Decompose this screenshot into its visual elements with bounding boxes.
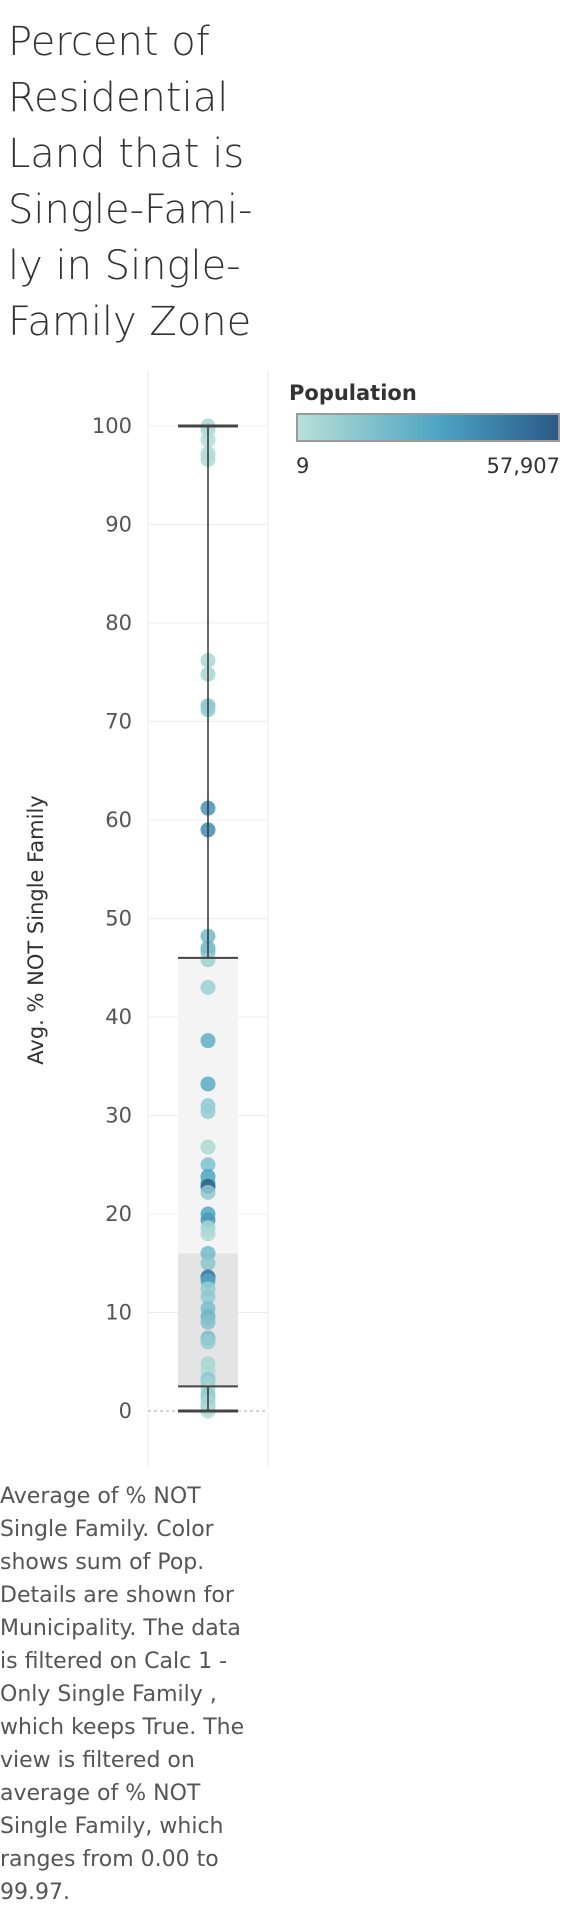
y-tick-label: 80 bbox=[105, 611, 132, 635]
data-point[interactable] bbox=[200, 979, 216, 995]
data-point[interactable] bbox=[200, 1184, 216, 1200]
legend-title: Population bbox=[289, 381, 417, 405]
chart-title: Percent of Residential Land that is Sing… bbox=[8, 19, 253, 345]
legend-color-ramp[interactable] bbox=[296, 413, 560, 442]
data-point[interactable] bbox=[200, 1226, 216, 1242]
data-point[interactable] bbox=[200, 1076, 216, 1092]
data-point[interactable] bbox=[200, 1255, 216, 1271]
chart-caption: Average of % NOT Single Family. Color sh… bbox=[0, 1484, 245, 1905]
y-tick-label: 0 bbox=[119, 1399, 132, 1423]
y-tick-label: 40 bbox=[105, 1005, 132, 1029]
data-point[interactable] bbox=[200, 1033, 216, 1049]
y-tick-label: 30 bbox=[105, 1104, 132, 1128]
y-tick-label: 50 bbox=[105, 907, 132, 931]
data-point[interactable] bbox=[200, 1314, 216, 1330]
y-tick-label: 20 bbox=[105, 1202, 132, 1226]
data-point[interactable] bbox=[200, 1104, 216, 1120]
data-point[interactable] bbox=[200, 1334, 216, 1350]
y-tick-label: 70 bbox=[105, 710, 132, 734]
y-tick-label: 60 bbox=[105, 808, 132, 832]
data-point[interactable] bbox=[200, 1289, 216, 1305]
legend-min-label: 9 bbox=[296, 454, 310, 478]
y-tick-label: 10 bbox=[105, 1301, 132, 1325]
data-point[interactable] bbox=[200, 1157, 216, 1173]
y-tick-label: 90 bbox=[105, 513, 132, 537]
y-tick-label: 100 bbox=[92, 414, 132, 438]
data-point[interactable] bbox=[200, 952, 216, 968]
data-point[interactable] bbox=[200, 1139, 216, 1155]
legend-max-label: 57,907 bbox=[486, 454, 560, 478]
